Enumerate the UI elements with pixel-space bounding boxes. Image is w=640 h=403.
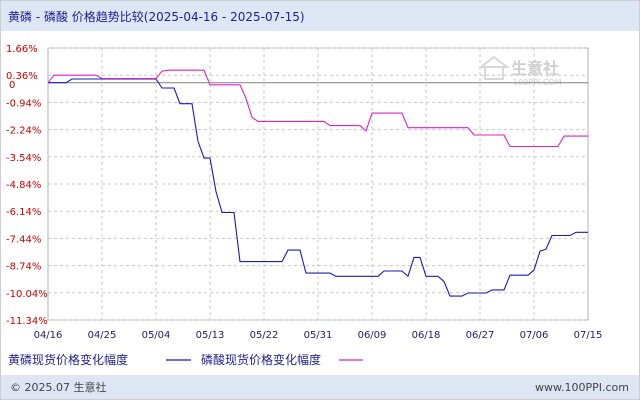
header-band	[1, 1, 639, 31]
y-tick-label: -7.44%	[6, 234, 41, 245]
x-tick-label: 07/15	[574, 330, 603, 341]
legend-series-1-label: 黄磷现货价格变化幅度	[8, 352, 128, 367]
grid-lines	[48, 47, 588, 321]
zero-tick-label: 0	[9, 80, 15, 91]
footer-band	[1, 375, 639, 399]
series-lines	[47, 69, 588, 297]
footer-copyright: © 2025.07 生意社	[10, 380, 106, 394]
y-tick-label: -2.24%	[6, 126, 41, 137]
legend: 黄磷现货价格变化幅度 磷酸现货价格变化幅度	[8, 352, 363, 367]
x-axis-ticks: 04/16 04/25 05/04 05/13 05/22 05/31 06/09 06/18…	[34, 330, 603, 341]
x-tick-label: 06/27	[466, 330, 495, 341]
y-tick-label: -11.34%	[6, 316, 48, 327]
y-tick-label: -10.04%	[6, 289, 48, 300]
y-tick-label: -6.14%	[6, 207, 41, 218]
y-tick-label: -0.94%	[6, 98, 41, 109]
series-line-1	[48, 78, 588, 297]
y-tick-label: -8.74%	[6, 262, 41, 273]
x-tick-label: 06/18	[412, 330, 441, 341]
y-tick-label: -3.54%	[6, 153, 41, 164]
x-tick-label: 04/25	[88, 330, 117, 341]
y-tick-label: 0.36%	[6, 71, 38, 82]
x-tick-label: 07/06	[520, 330, 549, 341]
x-tick-label: 05/31	[304, 330, 333, 341]
y-axis-ticks: 1.66% 0.36% -0.94% -2.24% -3.54% -4.84% -6.14%…	[6, 44, 48, 327]
watermark-name: 生意社	[511, 59, 559, 78]
series-line-2	[47, 69, 588, 148]
y-tick-label: 1.66%	[6, 44, 38, 55]
house-icon	[478, 55, 510, 80]
chart-title: 黄磷 - 磷酸 价格趋势比较(2025-04-16 - 2025-07-15)	[8, 9, 305, 24]
x-tick-label: 05/04	[142, 330, 171, 341]
y-tick-label: -4.84%	[6, 180, 41, 191]
legend-series-2-label: 磷酸现货价格变化幅度	[201, 352, 321, 367]
footer-website: www.100PPI.com	[535, 381, 629, 394]
x-tick-label: 05/13	[196, 330, 225, 341]
x-tick-label: 04/16	[34, 330, 63, 341]
x-tick-label: 05/22	[250, 330, 279, 341]
x-tick-label: 06/09	[358, 330, 387, 341]
